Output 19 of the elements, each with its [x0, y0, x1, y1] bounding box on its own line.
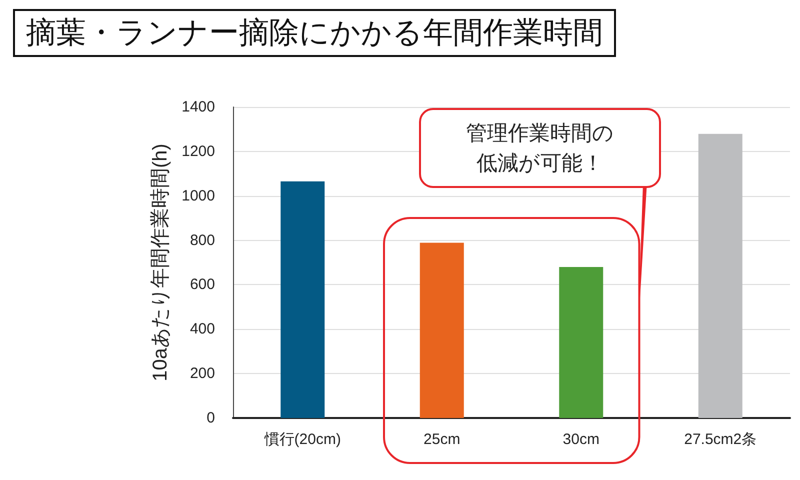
- bar: [280, 181, 325, 418]
- y-tick-label: 1400: [182, 98, 215, 116]
- y-tick-label: 400: [190, 320, 215, 338]
- y-tick-label: 200: [190, 365, 215, 382]
- bar: [559, 266, 604, 418]
- x-tick-label: 30cm: [562, 431, 600, 448]
- bar: [420, 242, 464, 418]
- y-axis-title: 10aあたり年間作業時間(h): [150, 144, 172, 382]
- x-tick-label: 25cm: [424, 431, 460, 448]
- y-tick-label: 600: [190, 276, 215, 294]
- y-tick-label: 1200: [182, 142, 215, 160]
- bar: [698, 134, 742, 418]
- callout-box: 管理作業時間の低減が可能！: [418, 108, 661, 188]
- chart-title: 摘葉・ランナー摘除にかかる年間作業時間: [26, 16, 603, 50]
- y-tick-label: 1000: [182, 187, 215, 204]
- y-tick-label: 0: [206, 410, 215, 426]
- x-tick-label: 27.5cm2条: [684, 431, 757, 448]
- y-tick-label: 800: [190, 232, 215, 249]
- x-tick-label: 慣行(20cm): [263, 431, 341, 448]
